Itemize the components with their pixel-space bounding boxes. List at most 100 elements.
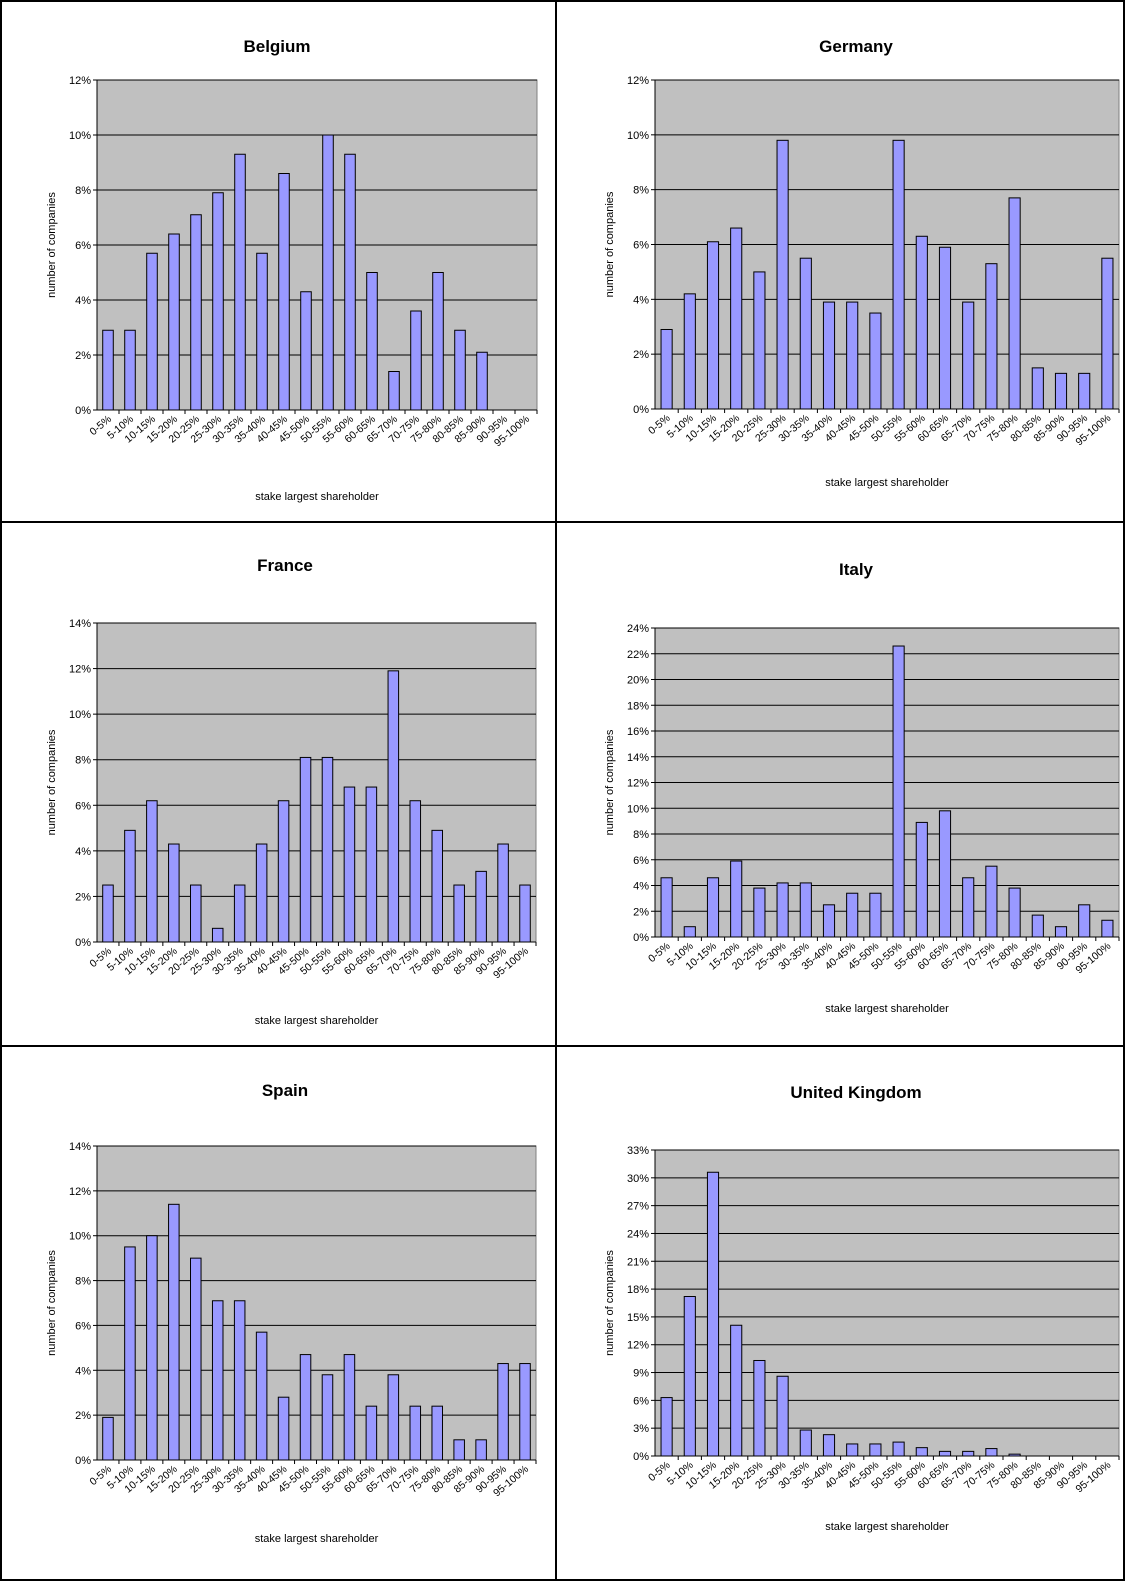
bar xyxy=(776,1375,789,1457)
bar xyxy=(475,1439,487,1461)
y-tick-label: 12% xyxy=(627,75,649,87)
bar xyxy=(915,821,928,938)
y-tick-label: 2% xyxy=(75,350,91,362)
bar xyxy=(102,1416,114,1461)
bar xyxy=(962,1450,975,1457)
bar xyxy=(299,1354,312,1461)
y-tick-label: 6% xyxy=(633,1395,649,1407)
bar xyxy=(1054,926,1068,938)
bar xyxy=(938,810,952,938)
bar xyxy=(753,887,766,938)
chart-title: Spain xyxy=(262,1081,308,1100)
y-tick-label: 0% xyxy=(75,937,91,949)
bar xyxy=(102,884,114,943)
y-tick-label: 8% xyxy=(633,829,649,841)
y-axis-label: number of companies xyxy=(604,191,616,297)
bar xyxy=(365,786,378,943)
bar xyxy=(683,926,696,938)
bar xyxy=(799,1429,812,1457)
y-tick-label: 4% xyxy=(633,294,649,306)
chart-3: Italy0%2%4%6%8%10%12%14%16%18%20%22%24%0… xyxy=(604,560,1120,1015)
bar xyxy=(730,1324,743,1457)
x-axis-label: stake largest shareholder xyxy=(825,1003,949,1015)
bar xyxy=(660,328,673,410)
y-tick-label: 12% xyxy=(69,664,91,676)
y-tick-label: 3% xyxy=(633,1423,649,1435)
bar xyxy=(168,233,180,411)
bar xyxy=(366,272,378,411)
y-tick-label: 14% xyxy=(627,752,649,764)
y-tick-label: 0% xyxy=(75,1455,91,1467)
bar xyxy=(343,1354,356,1461)
bar xyxy=(475,870,487,943)
bar xyxy=(985,865,998,938)
bar xyxy=(706,877,720,938)
y-tick-label: 14% xyxy=(69,618,91,630)
bar xyxy=(706,241,720,410)
y-tick-label: 22% xyxy=(627,649,649,661)
bar xyxy=(822,1434,836,1457)
bar xyxy=(938,246,952,410)
bar xyxy=(822,301,836,410)
bar xyxy=(256,252,268,411)
bar xyxy=(168,843,180,943)
bar xyxy=(915,1447,928,1457)
bar xyxy=(776,139,789,410)
x-axis-label: stake largest shareholder xyxy=(255,1533,379,1545)
bar xyxy=(846,301,859,410)
x-axis-label: stake largest shareholder xyxy=(825,477,949,489)
y-tick-label: 12% xyxy=(627,778,649,790)
bar xyxy=(212,192,224,411)
y-tick-label: 4% xyxy=(75,295,91,307)
y-tick-label: 0% xyxy=(633,1451,649,1463)
y-tick-label: 8% xyxy=(75,755,91,767)
bar xyxy=(255,1331,268,1461)
bar xyxy=(277,1396,290,1461)
bar xyxy=(410,310,422,411)
bar xyxy=(233,1300,246,1461)
bar xyxy=(234,153,246,411)
x-axis-label: stake largest shareholder xyxy=(255,491,379,503)
bar xyxy=(753,271,766,410)
bar xyxy=(168,1203,180,1461)
bar xyxy=(211,927,224,943)
bar xyxy=(124,829,136,943)
y-tick-label: 8% xyxy=(75,185,91,197)
y-tick-label: 18% xyxy=(627,1284,649,1296)
y-tick-label: 10% xyxy=(69,1231,91,1243)
bar xyxy=(1101,257,1114,410)
bar xyxy=(255,843,268,943)
bar xyxy=(1078,904,1091,938)
bar xyxy=(799,882,812,938)
y-tick-label: 9% xyxy=(633,1368,649,1380)
chart-title: United Kingdom xyxy=(790,1083,921,1102)
bar xyxy=(892,1441,905,1457)
y-tick-label: 10% xyxy=(627,803,649,815)
bar xyxy=(211,1300,224,1461)
y-axis-label: number of companies xyxy=(46,192,58,298)
y-tick-label: 2% xyxy=(633,349,649,361)
bar xyxy=(431,1405,443,1461)
y-tick-label: 20% xyxy=(627,675,649,687)
chart-2: France0%2%4%6%8%10%12%14%0-5%5-10%10-15%… xyxy=(46,556,537,1027)
y-tick-label: 10% xyxy=(69,709,91,721)
y-tick-label: 4% xyxy=(633,881,649,893)
bar xyxy=(1054,372,1068,410)
y-tick-label: 2% xyxy=(75,1410,91,1422)
bar xyxy=(1031,914,1044,938)
bar xyxy=(892,139,905,410)
chart-1: Germany0%2%4%6%8%10%12%0-5%5-10%10-15%15… xyxy=(604,37,1120,489)
y-tick-label: 6% xyxy=(75,240,91,252)
y-tick-label: 21% xyxy=(627,1256,649,1268)
y-tick-label: 24% xyxy=(627,623,649,635)
y-tick-label: 0% xyxy=(75,405,91,417)
bar xyxy=(706,1171,720,1457)
y-tick-label: 33% xyxy=(627,1145,649,1157)
bar xyxy=(1008,1453,1021,1457)
y-tick-label: 27% xyxy=(627,1201,649,1213)
y-tick-label: 4% xyxy=(75,846,91,858)
y-tick-label: 10% xyxy=(69,130,91,142)
bar xyxy=(409,800,422,943)
y-tick-label: 12% xyxy=(627,1340,649,1352)
y-tick-label: 2% xyxy=(75,891,91,903)
